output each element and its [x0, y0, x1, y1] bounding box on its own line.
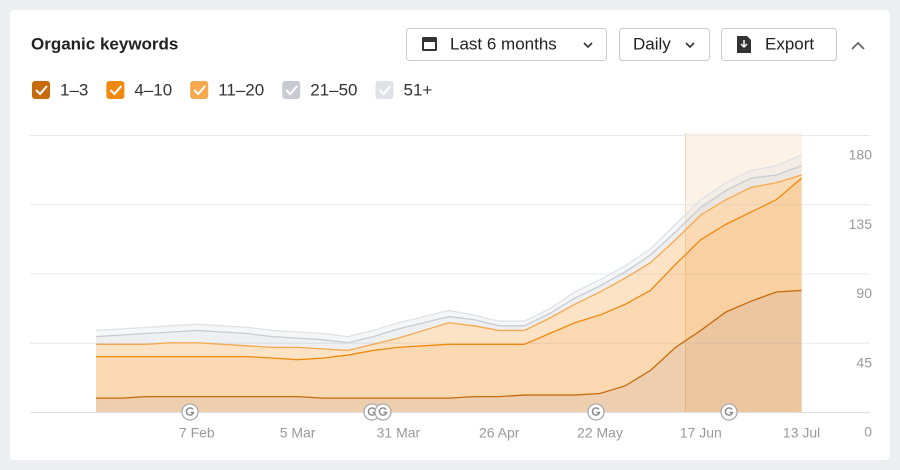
update-marker[interactable] [720, 403, 738, 421]
update-marker-circle[interactable] [374, 403, 392, 421]
legend-check[interactable] [193, 85, 206, 96]
y-tick-label: 135 [849, 216, 873, 232]
legend-checkbox[interactable] [106, 81, 125, 99]
series-line [96, 174, 802, 352]
series-line [96, 289, 802, 399]
series-line [95, 165, 802, 344]
area-fill [96, 290, 802, 412]
update-marker-circle[interactable] [181, 403, 199, 421]
legend-item[interactable]: 21–50 [282, 80, 358, 99]
legend-checkbox[interactable] [190, 81, 209, 99]
update-marker-circle[interactable] [587, 403, 605, 421]
legend-label[interactable]: 51+ [404, 80, 433, 99]
export-label[interactable]: Export [765, 34, 814, 53]
highlight-range [685, 133, 802, 412]
legend-label[interactable]: 21–50 [310, 80, 357, 99]
update-marker-icon[interactable] [378, 407, 388, 416]
y-tick-label: 180 [849, 147, 873, 163]
x-tick-label: 26 Apr [479, 425, 520, 441]
legend-item[interactable]: 51+ [375, 80, 433, 99]
x-tick-label: 22 May [577, 425, 623, 441]
y-tick-label: 0 [864, 424, 872, 440]
legend-item[interactable]: 1–3 [32, 80, 88, 99]
x-tick-label: 17 Jun [680, 425, 722, 441]
period-label[interactable]: Last 6 months [450, 34, 557, 53]
export-button[interactable]: Export [721, 28, 837, 61]
granularity-button[interactable]: Daily [619, 28, 710, 61]
legend-checkbox[interactable] [375, 81, 394, 99]
legend-check[interactable] [35, 85, 48, 96]
legend-label[interactable]: 1–3 [60, 80, 88, 99]
series-line [96, 177, 803, 361]
update-marker[interactable] [587, 403, 605, 421]
card [10, 10, 890, 460]
x-tick-label: 5 Mar [280, 425, 316, 441]
legend-check[interactable] [109, 85, 123, 96]
legend-item[interactable]: 4–10 [106, 80, 172, 99]
x-tick-label: 7 Feb [179, 425, 215, 441]
x-tick-label: 13 Jul [783, 425, 820, 441]
period-button[interactable]: Last 6 months [406, 28, 607, 61]
collapse-button[interactable] [851, 41, 865, 50]
update-marker[interactable] [181, 403, 199, 421]
update-marker-icon[interactable] [591, 407, 601, 416]
legend-label[interactable]: 11–20 [218, 80, 264, 99]
update-marker-icon[interactable] [724, 407, 734, 416]
legend-check[interactable] [378, 85, 392, 96]
legend-checkbox[interactable] [32, 81, 50, 99]
legend-item[interactable]: 11–20 [190, 80, 264, 99]
widget-title: Organic keywords [31, 34, 178, 53]
granularity-label[interactable]: Daily [633, 34, 671, 53]
legend-label[interactable]: 4–10 [134, 80, 172, 99]
series-line [95, 154, 802, 338]
y-tick-label: 90 [856, 285, 872, 301]
update-marker[interactable] [374, 403, 392, 421]
update-marker-circle[interactable] [720, 403, 738, 421]
x-tick-label: 31 Mar [377, 425, 421, 441]
area-fill [96, 178, 802, 399]
y-tick-label: 45 [856, 354, 872, 370]
update-marker-icon[interactable] [185, 407, 195, 416]
legend-check[interactable] [285, 85, 298, 96]
legend-checkbox[interactable] [282, 81, 301, 99]
